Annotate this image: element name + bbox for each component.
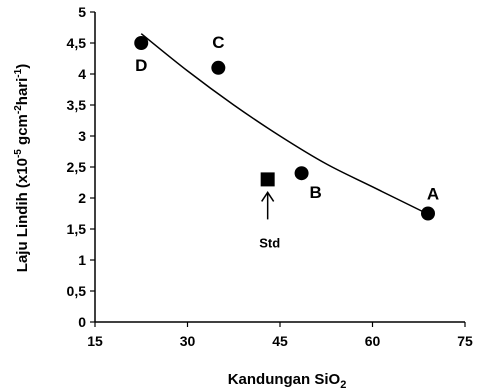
y-tick-label: 0,5 <box>67 283 87 299</box>
axes <box>94 12 465 323</box>
y-axis-title: Laju Lindih (x10-5 gcm-2hari-1) <box>13 64 31 272</box>
x-tick-label: 75 <box>457 333 473 349</box>
point-label-d: D <box>135 56 147 75</box>
data-point-a <box>421 206 435 221</box>
y-tick-label: 2 <box>78 190 86 206</box>
data-point-b <box>294 166 309 181</box>
x-tick-label: 45 <box>272 333 288 349</box>
std-label: Std <box>259 235 280 250</box>
data-points <box>134 36 435 221</box>
x-tick-label: 30 <box>180 333 196 349</box>
point-labels: D C B A <box>135 33 439 204</box>
y-tick-label: 2,5 <box>67 159 87 175</box>
point-label-b: B <box>309 183 321 202</box>
x-tick-label: 60 <box>365 333 381 349</box>
trendline <box>140 33 429 215</box>
std-annotation: Std <box>259 191 280 250</box>
y-tick-label: 4,5 <box>67 35 87 51</box>
data-point-d <box>134 36 149 50</box>
y-tick-label: 4 <box>78 66 86 82</box>
point-label-c: C <box>212 33 224 52</box>
x-axis-title: Kandungan SiO2 <box>228 371 347 389</box>
x-tick-label: 15 <box>87 333 103 349</box>
data-point-std <box>260 172 275 187</box>
y-tick-label: 3,5 <box>67 97 87 113</box>
y-tick-label: 5 <box>78 4 86 20</box>
data-point-c <box>211 60 226 75</box>
y-tick-label: 1,5 <box>67 221 87 237</box>
ticks: 0 0,5 1 1,5 2 2,5 3 3,5 4 4,5 5 15 30 45 60 75 <box>67 4 473 349</box>
std-arrow-head <box>261 191 275 202</box>
y-tick-label: 3 <box>78 128 86 144</box>
point-label-a: A <box>427 185 439 204</box>
y-tick-label: 1 <box>78 252 86 268</box>
y-tick-label: 0 <box>78 314 86 330</box>
